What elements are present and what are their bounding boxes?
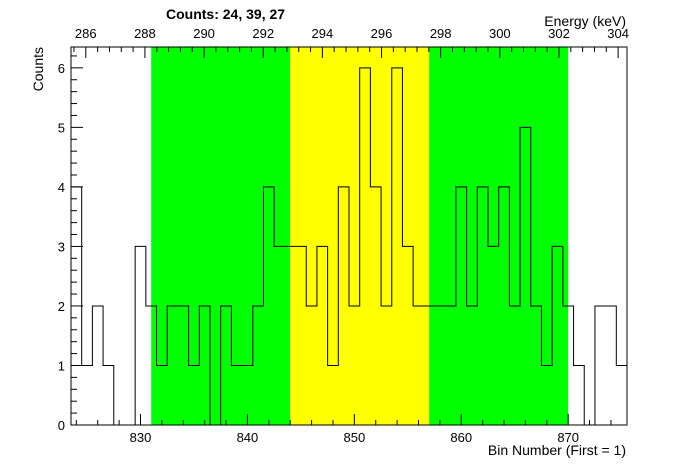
axes: 830 840 850 860 870 286 288 290 292 294 296 298 300 3… bbox=[58, 26, 629, 445]
y-tick-label: 0 bbox=[58, 418, 65, 433]
x2-tick-label: 300 bbox=[489, 26, 511, 41]
y-tick-label: 2 bbox=[58, 299, 65, 314]
x2-tick-label: 296 bbox=[371, 26, 393, 41]
x2-tick-label: 286 bbox=[75, 26, 97, 41]
chart-title: Counts: 24, 39, 27 bbox=[166, 6, 285, 22]
x2-tick-label: 298 bbox=[430, 26, 452, 41]
x-tick-label: 840 bbox=[237, 430, 259, 445]
plot-frame bbox=[70, 46, 628, 426]
x2-axis-label: Energy (keV) bbox=[544, 13, 626, 29]
y-tick-label: 4 bbox=[58, 180, 65, 195]
y-axis-label: Counts bbox=[30, 47, 46, 91]
x2-tick-label: 292 bbox=[252, 26, 274, 41]
x2-tick-label: 302 bbox=[548, 26, 570, 41]
x-tick-label: 850 bbox=[343, 430, 365, 445]
x2-tick-label: 288 bbox=[134, 26, 156, 41]
x-axis-label: Bin Number (First = 1) bbox=[488, 442, 626, 458]
x-tick-label: 870 bbox=[557, 430, 579, 445]
histogram-line bbox=[70, 67, 628, 426]
y-tick-label: 6 bbox=[58, 61, 65, 76]
x2-tick-label: 304 bbox=[607, 26, 629, 41]
x2-tick-label: 290 bbox=[193, 26, 215, 41]
x-tick-label: 830 bbox=[130, 430, 152, 445]
y-tick-label: 3 bbox=[58, 239, 65, 254]
x2-tick-label: 294 bbox=[312, 26, 334, 41]
y-tick-label: 1 bbox=[58, 358, 65, 373]
x-tick-label: 860 bbox=[450, 430, 472, 445]
y-tick-label: 5 bbox=[58, 120, 65, 135]
